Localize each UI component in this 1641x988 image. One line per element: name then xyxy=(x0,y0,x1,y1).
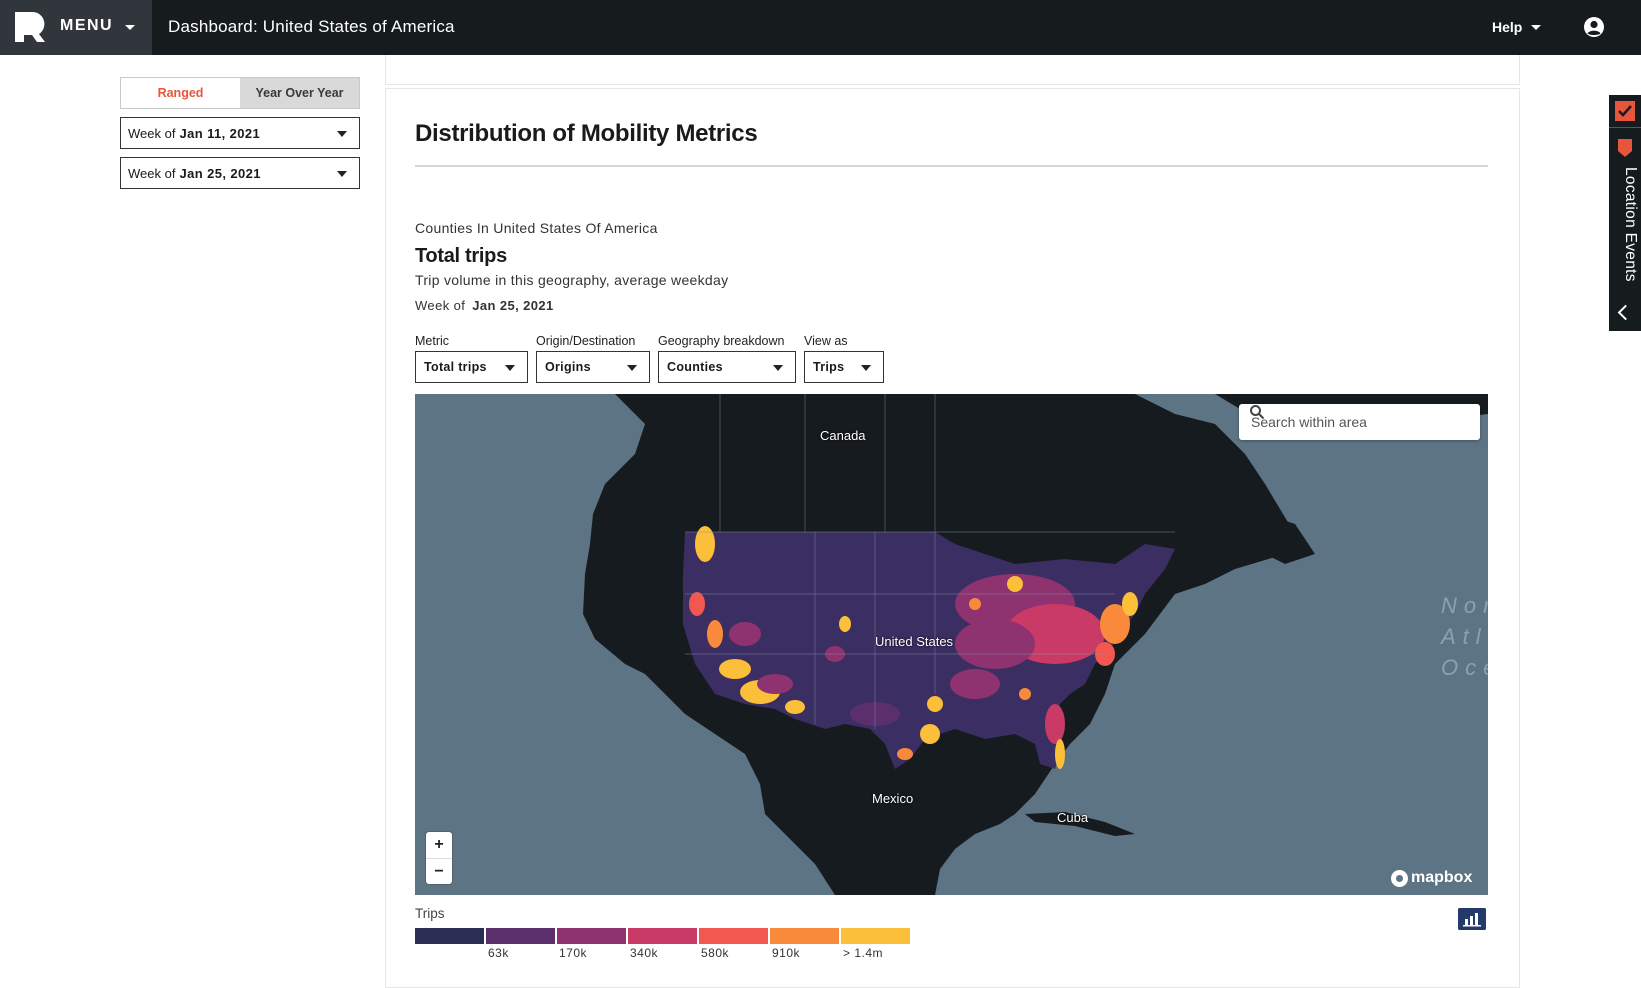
metric-label: Metric xyxy=(415,334,450,348)
nova-scotia-land xyxy=(1235,504,1315,564)
legend-ticks: 63k 170k 340k 580k 910k > 1.4m xyxy=(415,946,935,966)
week-value: Jan 25, 2021 xyxy=(472,298,554,313)
week-prefix: Week of xyxy=(128,165,176,181)
legend-swatch xyxy=(841,928,910,944)
logo-icon xyxy=(15,12,45,42)
map-canvas[interactable] xyxy=(415,394,1488,895)
origin-destination-value: Origins xyxy=(545,360,591,374)
mapbox-icon xyxy=(1391,869,1408,887)
chevron-down-icon xyxy=(1531,25,1541,30)
chevron-down-icon xyxy=(861,365,871,371)
legend-swatch xyxy=(557,928,626,944)
zoom-out-button[interactable]: − xyxy=(426,858,452,885)
metric-select[interactable]: Total trips xyxy=(415,351,528,383)
divider xyxy=(1609,127,1641,128)
geography-label: Counties In United States Of America xyxy=(415,220,658,236)
geography-breakdown-label: Geography breakdown xyxy=(658,334,785,348)
year-over-year-tab[interactable]: Year Over Year xyxy=(240,78,359,108)
legend-tick-label: 170k xyxy=(559,946,588,960)
menu-label: MENU xyxy=(60,17,114,34)
divider xyxy=(415,165,1488,167)
legend-tick-label: 580k xyxy=(701,946,730,960)
week-value: Jan 11, 2021 xyxy=(179,125,261,141)
legend-swatch xyxy=(770,928,839,944)
map-search-box[interactable] xyxy=(1239,404,1480,440)
mexico-label: Mexico xyxy=(872,791,914,806)
zoom-controls: + − xyxy=(426,832,452,884)
united-states-label: United States xyxy=(875,634,954,649)
zoom-in-button[interactable]: + xyxy=(434,836,444,853)
ranged-tab[interactable]: Ranged xyxy=(121,78,240,108)
legend-tick-label: > 1.4m xyxy=(843,946,884,960)
legend-color-scale xyxy=(415,928,912,944)
location-events-rail[interactable]: Location Events xyxy=(1609,95,1641,331)
mapbox-attribution[interactable]: mapbox xyxy=(1391,869,1472,887)
legend-tick-label: 340k xyxy=(630,946,659,960)
checkbox-icon[interactable] xyxy=(1615,101,1635,121)
ocean-label-line: Oce xyxy=(1441,655,1488,680)
section-title: Distribution of Mobility Metrics xyxy=(415,120,758,147)
view-as-select[interactable]: Trips xyxy=(804,351,884,383)
metric-title: Total trips xyxy=(415,245,507,267)
mapbox-wordmark: mapbox xyxy=(1411,869,1473,886)
ocean-label-line: Nor xyxy=(1441,593,1488,618)
week-prefix: Week of xyxy=(415,298,466,313)
density-hotspots xyxy=(689,526,1138,769)
geography-breakdown-value: Counties xyxy=(667,360,723,374)
bar-chart-icon[interactable] xyxy=(1458,908,1486,930)
chevron-down-icon xyxy=(337,131,347,137)
help-menu-button[interactable]: Help xyxy=(1492,19,1523,35)
end-week-select[interactable]: Week of Jan 25, 2021 xyxy=(120,157,360,189)
location-events-label: Location Events xyxy=(1622,167,1639,282)
ocean-label: Nor Atla Oce xyxy=(1441,590,1488,683)
chevron-down-icon xyxy=(125,25,135,30)
previous-card-edge xyxy=(385,55,1520,85)
metric-value: Total trips xyxy=(424,360,487,374)
top-navigation-bar: MENU Dashboard: United States of America… xyxy=(0,0,1641,55)
origin-destination-select[interactable]: Origins xyxy=(536,351,650,383)
view-as-label: View as xyxy=(804,334,848,348)
legend-tick-label: 63k xyxy=(488,946,509,960)
start-week-select[interactable]: Week of Jan 11, 2021 xyxy=(120,117,360,149)
week-of-label: Week of Jan 25, 2021 xyxy=(415,298,554,313)
canada-label: Canada xyxy=(820,428,866,443)
geography-breakdown-select[interactable]: Counties xyxy=(658,351,796,383)
week-prefix: Week of xyxy=(128,125,176,141)
choropleth-map[interactable]: Canada United States Mexico Cuba Nor Atl… xyxy=(415,394,1488,895)
user-account-icon[interactable] xyxy=(1583,16,1605,38)
baja-peninsula xyxy=(753,724,815,834)
legend-tick-label: 910k xyxy=(772,946,801,960)
chevron-left-icon[interactable] xyxy=(1617,304,1634,321)
menu-button[interactable]: MENU xyxy=(0,0,152,55)
chevron-down-icon xyxy=(337,171,347,177)
ocean-label-line: Atla xyxy=(1441,624,1488,649)
cuba-label: Cuba xyxy=(1057,810,1089,825)
chevron-down-icon xyxy=(773,365,783,371)
boundaries xyxy=(685,394,1175,729)
view-as-value: Trips xyxy=(813,360,845,374)
origin-destination-label: Origin/Destination xyxy=(536,334,636,348)
map-search-input[interactable] xyxy=(1249,413,1443,431)
legend-swatch xyxy=(415,928,484,944)
page-title: Dashboard: United States of America xyxy=(168,17,455,36)
comparison-mode-toggle: Ranged Year Over Year xyxy=(120,77,360,109)
cuba-land xyxy=(1025,812,1135,836)
legend-swatch xyxy=(699,928,768,944)
metric-description: Trip volume in this geography, average w… xyxy=(415,272,729,288)
legend-swatch xyxy=(486,928,555,944)
chevron-down-icon xyxy=(627,365,637,371)
legend-swatch xyxy=(628,928,697,944)
tag-icon xyxy=(1618,139,1632,157)
legend-title: Trips xyxy=(415,906,445,921)
chevron-down-icon xyxy=(505,365,515,371)
week-value: Jan 25, 2021 xyxy=(179,165,261,181)
search-icon xyxy=(1250,405,1265,420)
